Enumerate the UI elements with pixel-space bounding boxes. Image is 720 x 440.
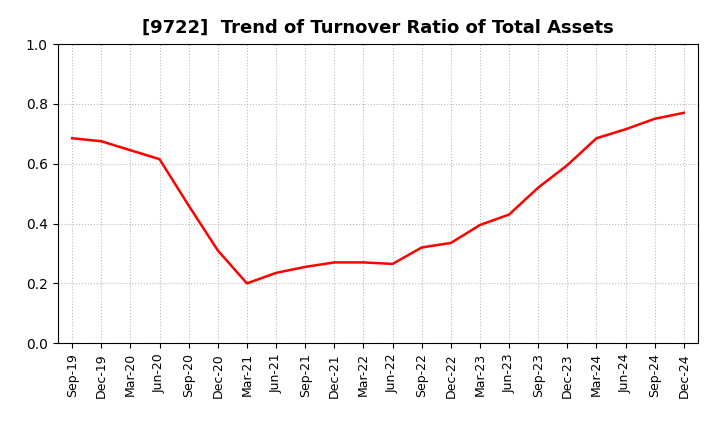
Title: [9722]  Trend of Turnover Ratio of Total Assets: [9722] Trend of Turnover Ratio of Total … bbox=[142, 19, 614, 37]
